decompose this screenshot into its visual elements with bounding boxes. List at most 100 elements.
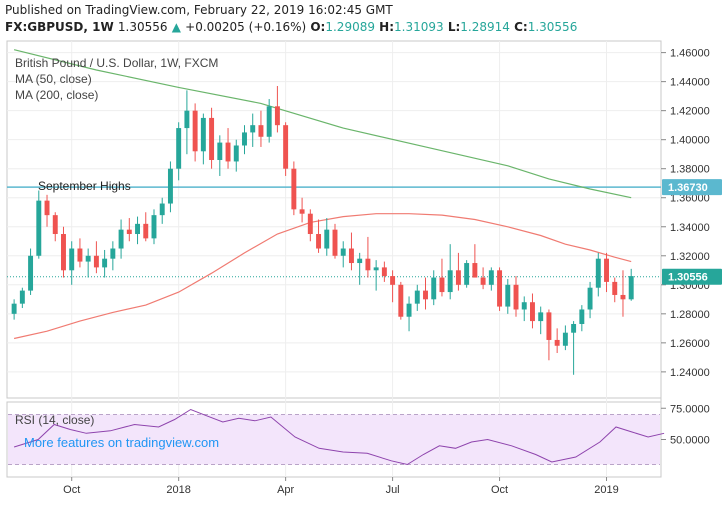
candle-body <box>69 248 75 271</box>
candle[interactable] <box>562 325 568 351</box>
candle[interactable] <box>11 299 17 320</box>
candle[interactable] <box>135 216 140 245</box>
candle[interactable] <box>176 122 182 181</box>
candle[interactable] <box>143 212 149 242</box>
candle[interactable] <box>184 90 190 155</box>
candle[interactable] <box>348 232 354 271</box>
candle[interactable] <box>44 194 50 227</box>
candle[interactable] <box>521 296 527 322</box>
candle[interactable] <box>110 241 116 271</box>
candle[interactable] <box>480 267 486 290</box>
candle[interactable] <box>488 267 494 291</box>
candle-body <box>365 258 371 271</box>
candle[interactable] <box>472 244 478 278</box>
candle[interactable] <box>19 287 25 309</box>
candle[interactable] <box>628 268 634 301</box>
price-tick-label: 1.28000 <box>670 309 710 321</box>
candle-body <box>167 168 173 204</box>
candle[interactable] <box>258 110 264 147</box>
candle[interactable] <box>464 260 470 288</box>
promo-link[interactable]: More features on tradingview.com <box>24 435 219 450</box>
candle[interactable] <box>497 267 503 311</box>
candle[interactable] <box>69 241 75 285</box>
candle[interactable] <box>126 218 132 242</box>
candle-body <box>447 270 453 293</box>
close-label: C: <box>514 20 528 34</box>
candle-body <box>44 200 50 216</box>
rsi-legend: RSI (14, close) <box>15 413 94 427</box>
candle[interactable] <box>36 190 42 259</box>
candle-body <box>595 258 601 288</box>
candle[interactable] <box>102 249 108 278</box>
price-tick-label: 1.40000 <box>670 135 710 147</box>
candle[interactable] <box>118 219 124 259</box>
candle[interactable] <box>381 261 387 282</box>
candle[interactable] <box>291 161 297 216</box>
candle[interactable] <box>439 258 445 297</box>
candle[interactable] <box>85 248 91 278</box>
candle[interactable] <box>398 281 404 320</box>
candle[interactable] <box>200 113 206 165</box>
candle[interactable] <box>167 161 173 213</box>
candle[interactable] <box>307 209 313 242</box>
candle[interactable] <box>151 209 157 245</box>
candle[interactable] <box>340 241 346 268</box>
candle[interactable] <box>546 309 552 361</box>
candle-body <box>398 284 404 317</box>
candle[interactable] <box>406 296 412 332</box>
candle[interactable] <box>357 252 363 285</box>
candle[interactable] <box>447 244 453 300</box>
candle[interactable] <box>505 279 511 314</box>
candle[interactable] <box>93 241 99 274</box>
last-price: 1.30556 <box>117 20 168 34</box>
candle[interactable] <box>530 293 535 329</box>
candle[interactable] <box>604 252 609 293</box>
candle-body <box>587 287 593 310</box>
candle[interactable] <box>332 223 338 259</box>
candle[interactable] <box>455 252 461 291</box>
candle-body <box>102 258 108 268</box>
hline-price-label: 1.36730 <box>668 182 708 194</box>
candle[interactable] <box>77 238 83 268</box>
candle[interactable] <box>390 270 396 303</box>
candle[interactable] <box>587 281 593 319</box>
candle[interactable] <box>571 321 577 375</box>
price-tick-label: 1.36000 <box>670 193 710 205</box>
candle[interactable] <box>316 219 322 253</box>
candle[interactable] <box>513 276 519 317</box>
candle[interactable] <box>250 113 256 147</box>
candle[interactable] <box>414 284 420 311</box>
candle[interactable] <box>554 328 560 354</box>
candle-body <box>554 339 560 346</box>
candle[interactable] <box>283 122 289 176</box>
candle[interactable] <box>61 226 66 278</box>
candle[interactable] <box>365 236 371 278</box>
candle[interactable] <box>612 277 618 303</box>
candle[interactable] <box>620 270 626 317</box>
candle[interactable] <box>423 277 428 310</box>
candle[interactable] <box>233 139 239 172</box>
candle[interactable] <box>299 197 305 223</box>
candle[interactable] <box>225 128 231 169</box>
candle[interactable] <box>373 260 379 291</box>
candle[interactable] <box>217 135 223 176</box>
candle-body <box>406 303 412 317</box>
candle[interactable] <box>209 107 215 169</box>
candle[interactable] <box>324 218 330 256</box>
candle-body <box>250 125 256 133</box>
candle[interactable] <box>52 212 58 242</box>
candle-body <box>480 277 486 285</box>
candle[interactable] <box>28 248 34 295</box>
candle[interactable] <box>159 197 165 224</box>
candle[interactable] <box>538 306 544 335</box>
candle[interactable] <box>579 305 585 332</box>
candle[interactable] <box>431 270 437 306</box>
candle[interactable] <box>242 125 247 155</box>
candle[interactable] <box>266 99 272 143</box>
candle[interactable] <box>192 103 198 162</box>
candle[interactable] <box>274 85 280 133</box>
candle-body <box>513 284 519 310</box>
candle[interactable] <box>595 252 601 297</box>
rsi-tick-label: 75.0000 <box>670 403 710 415</box>
